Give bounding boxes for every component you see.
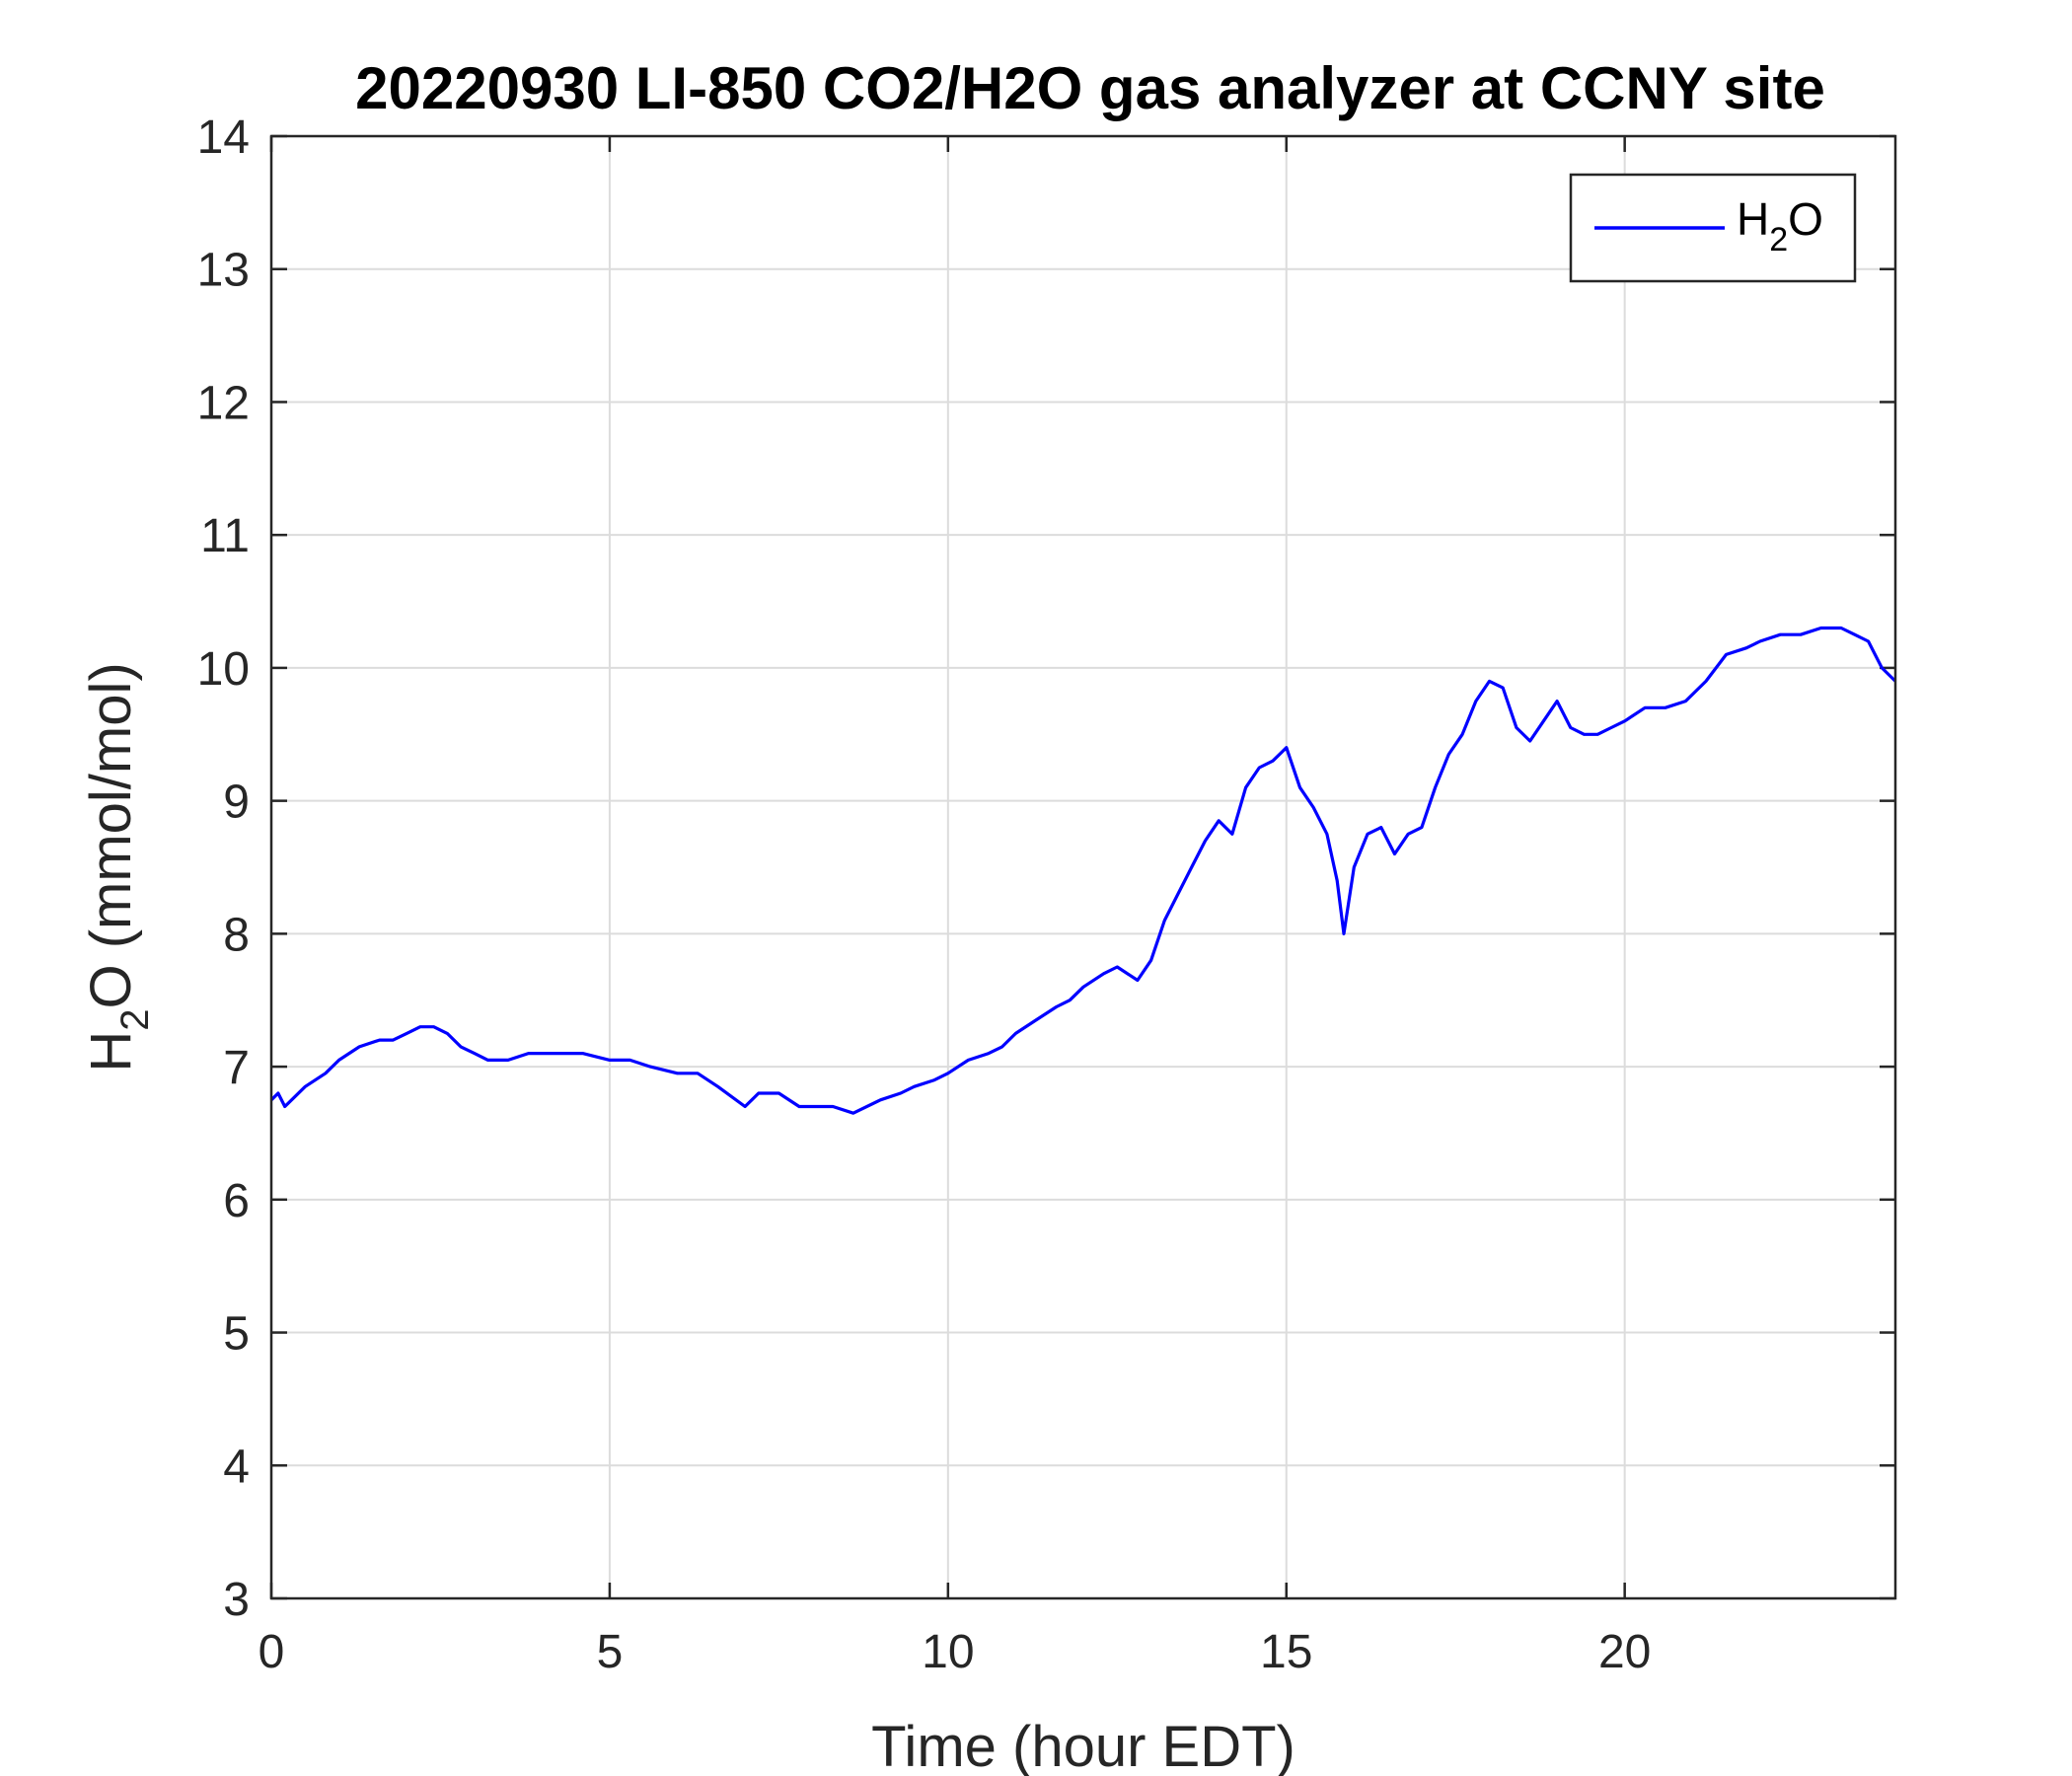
axes-box bbox=[269, 134, 1897, 1600]
y-tick-label: 12 bbox=[197, 377, 250, 429]
y-tick-label: 10 bbox=[197, 643, 250, 696]
x-tick-label: 0 bbox=[259, 1626, 285, 1678]
chart-title: 20220930 LI-850 CO2/H2O gas analyzer at … bbox=[355, 55, 1825, 121]
grid bbox=[270, 135, 1895, 1599]
y-tick-label: 9 bbox=[223, 777, 250, 829]
x-tick-label: 10 bbox=[922, 1626, 974, 1678]
x-axis-label: Time (hour EDT) bbox=[871, 1715, 1295, 1776]
y-tick-label: 11 bbox=[200, 510, 250, 562]
y-tick-label: 13 bbox=[197, 245, 250, 297]
y-tick-label: 7 bbox=[223, 1042, 250, 1094]
y-tick-label: 6 bbox=[223, 1175, 250, 1227]
x-tick-label: 15 bbox=[1260, 1626, 1312, 1678]
x-tick-labels: 0 5 10 15 20 bbox=[259, 1626, 1652, 1678]
legend-entry-label: H2O bbox=[1737, 193, 1823, 259]
x-tick-label: 5 bbox=[597, 1626, 624, 1678]
series-group bbox=[269, 626, 1897, 1115]
y-tick-label: 14 bbox=[197, 111, 250, 164]
axes-background bbox=[271, 136, 1895, 1598]
y-tick-label: 4 bbox=[223, 1441, 250, 1493]
y-tick-label: 5 bbox=[223, 1308, 250, 1361]
series-line-h2o bbox=[269, 626, 1897, 1115]
y-tick-label: 8 bbox=[223, 909, 250, 961]
y-axis-label: H2O (mmol/mol) bbox=[79, 662, 157, 1072]
y-tick-labels: 3 4 5 6 7 8 9 10 11 12 13 14 bbox=[197, 111, 250, 1626]
legend: H2O bbox=[1569, 173, 1857, 283]
y-tick-label: 3 bbox=[223, 1574, 250, 1626]
plot-area bbox=[269, 134, 1897, 1600]
x-tick-label: 20 bbox=[1598, 1626, 1651, 1678]
